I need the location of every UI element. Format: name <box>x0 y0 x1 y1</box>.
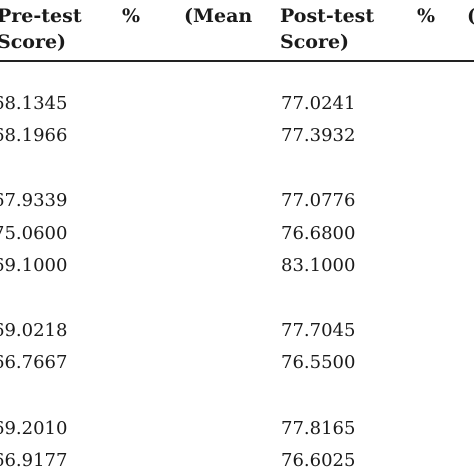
pre-test-header: Pre-test % (Mean Score) <box>0 3 252 55</box>
post-test-header: Post-test % ( Score) <box>280 3 474 55</box>
post-test-cell: 76.5500 <box>281 352 356 373</box>
pre-test-cell: 68.1966 <box>0 125 68 146</box>
pre-test-cell: 69.0218 <box>0 320 68 341</box>
post-test-cell: 76.6025 <box>281 450 356 471</box>
post-test-cell: 77.0241 <box>281 93 356 114</box>
post-test-cell: 77.3932 <box>281 125 356 146</box>
post-test-percent-label: % <box>417 5 436 27</box>
pre-test-cell: 68.1345 <box>0 93 68 114</box>
pre-test-cell: 66.9177 <box>0 450 68 471</box>
pre-test-label: Pre-test <box>0 5 82 27</box>
pre-test-mean-label: (Mean <box>184 5 253 27</box>
post-test-cell: 83.1000 <box>281 255 356 276</box>
post-test-cell: 76.6800 <box>281 223 356 244</box>
post-test-cell: 77.8165 <box>281 418 356 439</box>
post-test-cell: 77.0776 <box>281 190 356 211</box>
pre-test-cell: 75.0600 <box>0 223 68 244</box>
post-test-score-label: Score) <box>280 31 350 53</box>
header-divider <box>0 60 474 62</box>
pre-test-cell: 69.1000 <box>0 255 68 276</box>
pre-test-cell: 66.7667 <box>0 352 68 373</box>
post-test-paren-label: ( <box>467 3 474 29</box>
pre-test-cell: 69.2010 <box>0 418 68 439</box>
post-test-cell: 77.7045 <box>281 320 356 341</box>
pre-test-score-label: Score) <box>0 31 67 53</box>
pre-test-cell: 67.9339 <box>0 190 68 211</box>
post-test-label: Post-test <box>280 5 375 27</box>
pre-test-percent-label: % <box>122 5 141 27</box>
